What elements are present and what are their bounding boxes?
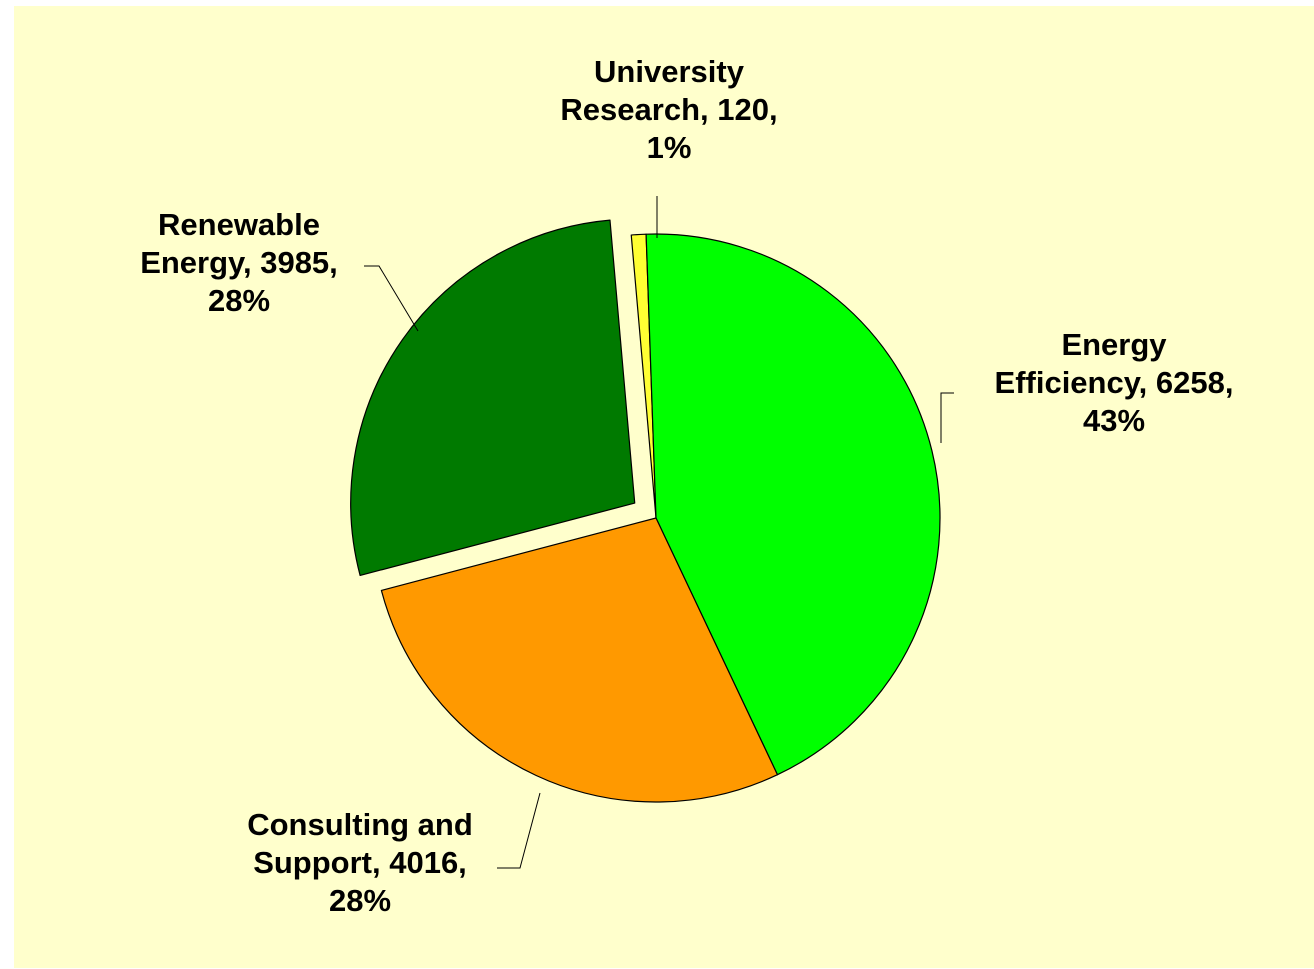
pie-chart — [350, 196, 954, 869]
pie-slice-consulting-and-support — [380, 517, 779, 803]
label-university-research-line2: Research, 120, — [560, 92, 778, 127]
label-energy-efficiency-line1: Energy — [1061, 327, 1167, 362]
leader-line-energy-efficiency — [940, 392, 954, 443]
label-renewable-energy-line1: Renewable — [158, 207, 320, 242]
leader-line-consulting-support — [497, 792, 541, 869]
label-consulting-support: Consulting and Support, 4016, 28% — [225, 806, 495, 920]
label-university-research: University Research, 120, 1% — [544, 53, 794, 167]
label-energy-efficiency-line2: Efficiency, 6258, — [994, 365, 1234, 400]
label-renewable-energy-line2: Energy, 3985, — [140, 245, 338, 280]
label-energy-efficiency: Energy Efficiency, 6258, 43% — [964, 326, 1264, 440]
label-consulting-support-line2: Support, 4016, — [253, 845, 467, 880]
chart-area: University Research, 120, 1% Energy Effi… — [14, 6, 1314, 968]
pie-slice-renewable-energy — [350, 219, 636, 577]
label-university-research-line1: University — [594, 54, 744, 89]
label-renewable-energy: Renewable Energy, 3985, 28% — [114, 206, 364, 320]
label-consulting-support-line3: 28% — [328, 883, 392, 918]
pie-slice-energy-efficiency — [645, 233, 941, 776]
label-renewable-energy-line3: 28% — [207, 283, 271, 318]
label-university-research-line3: 1% — [646, 130, 692, 165]
label-energy-efficiency-line3: 43% — [1082, 403, 1146, 438]
label-consulting-support-line1: Consulting and — [247, 807, 473, 842]
leader-line-renewable-energy — [364, 265, 419, 332]
